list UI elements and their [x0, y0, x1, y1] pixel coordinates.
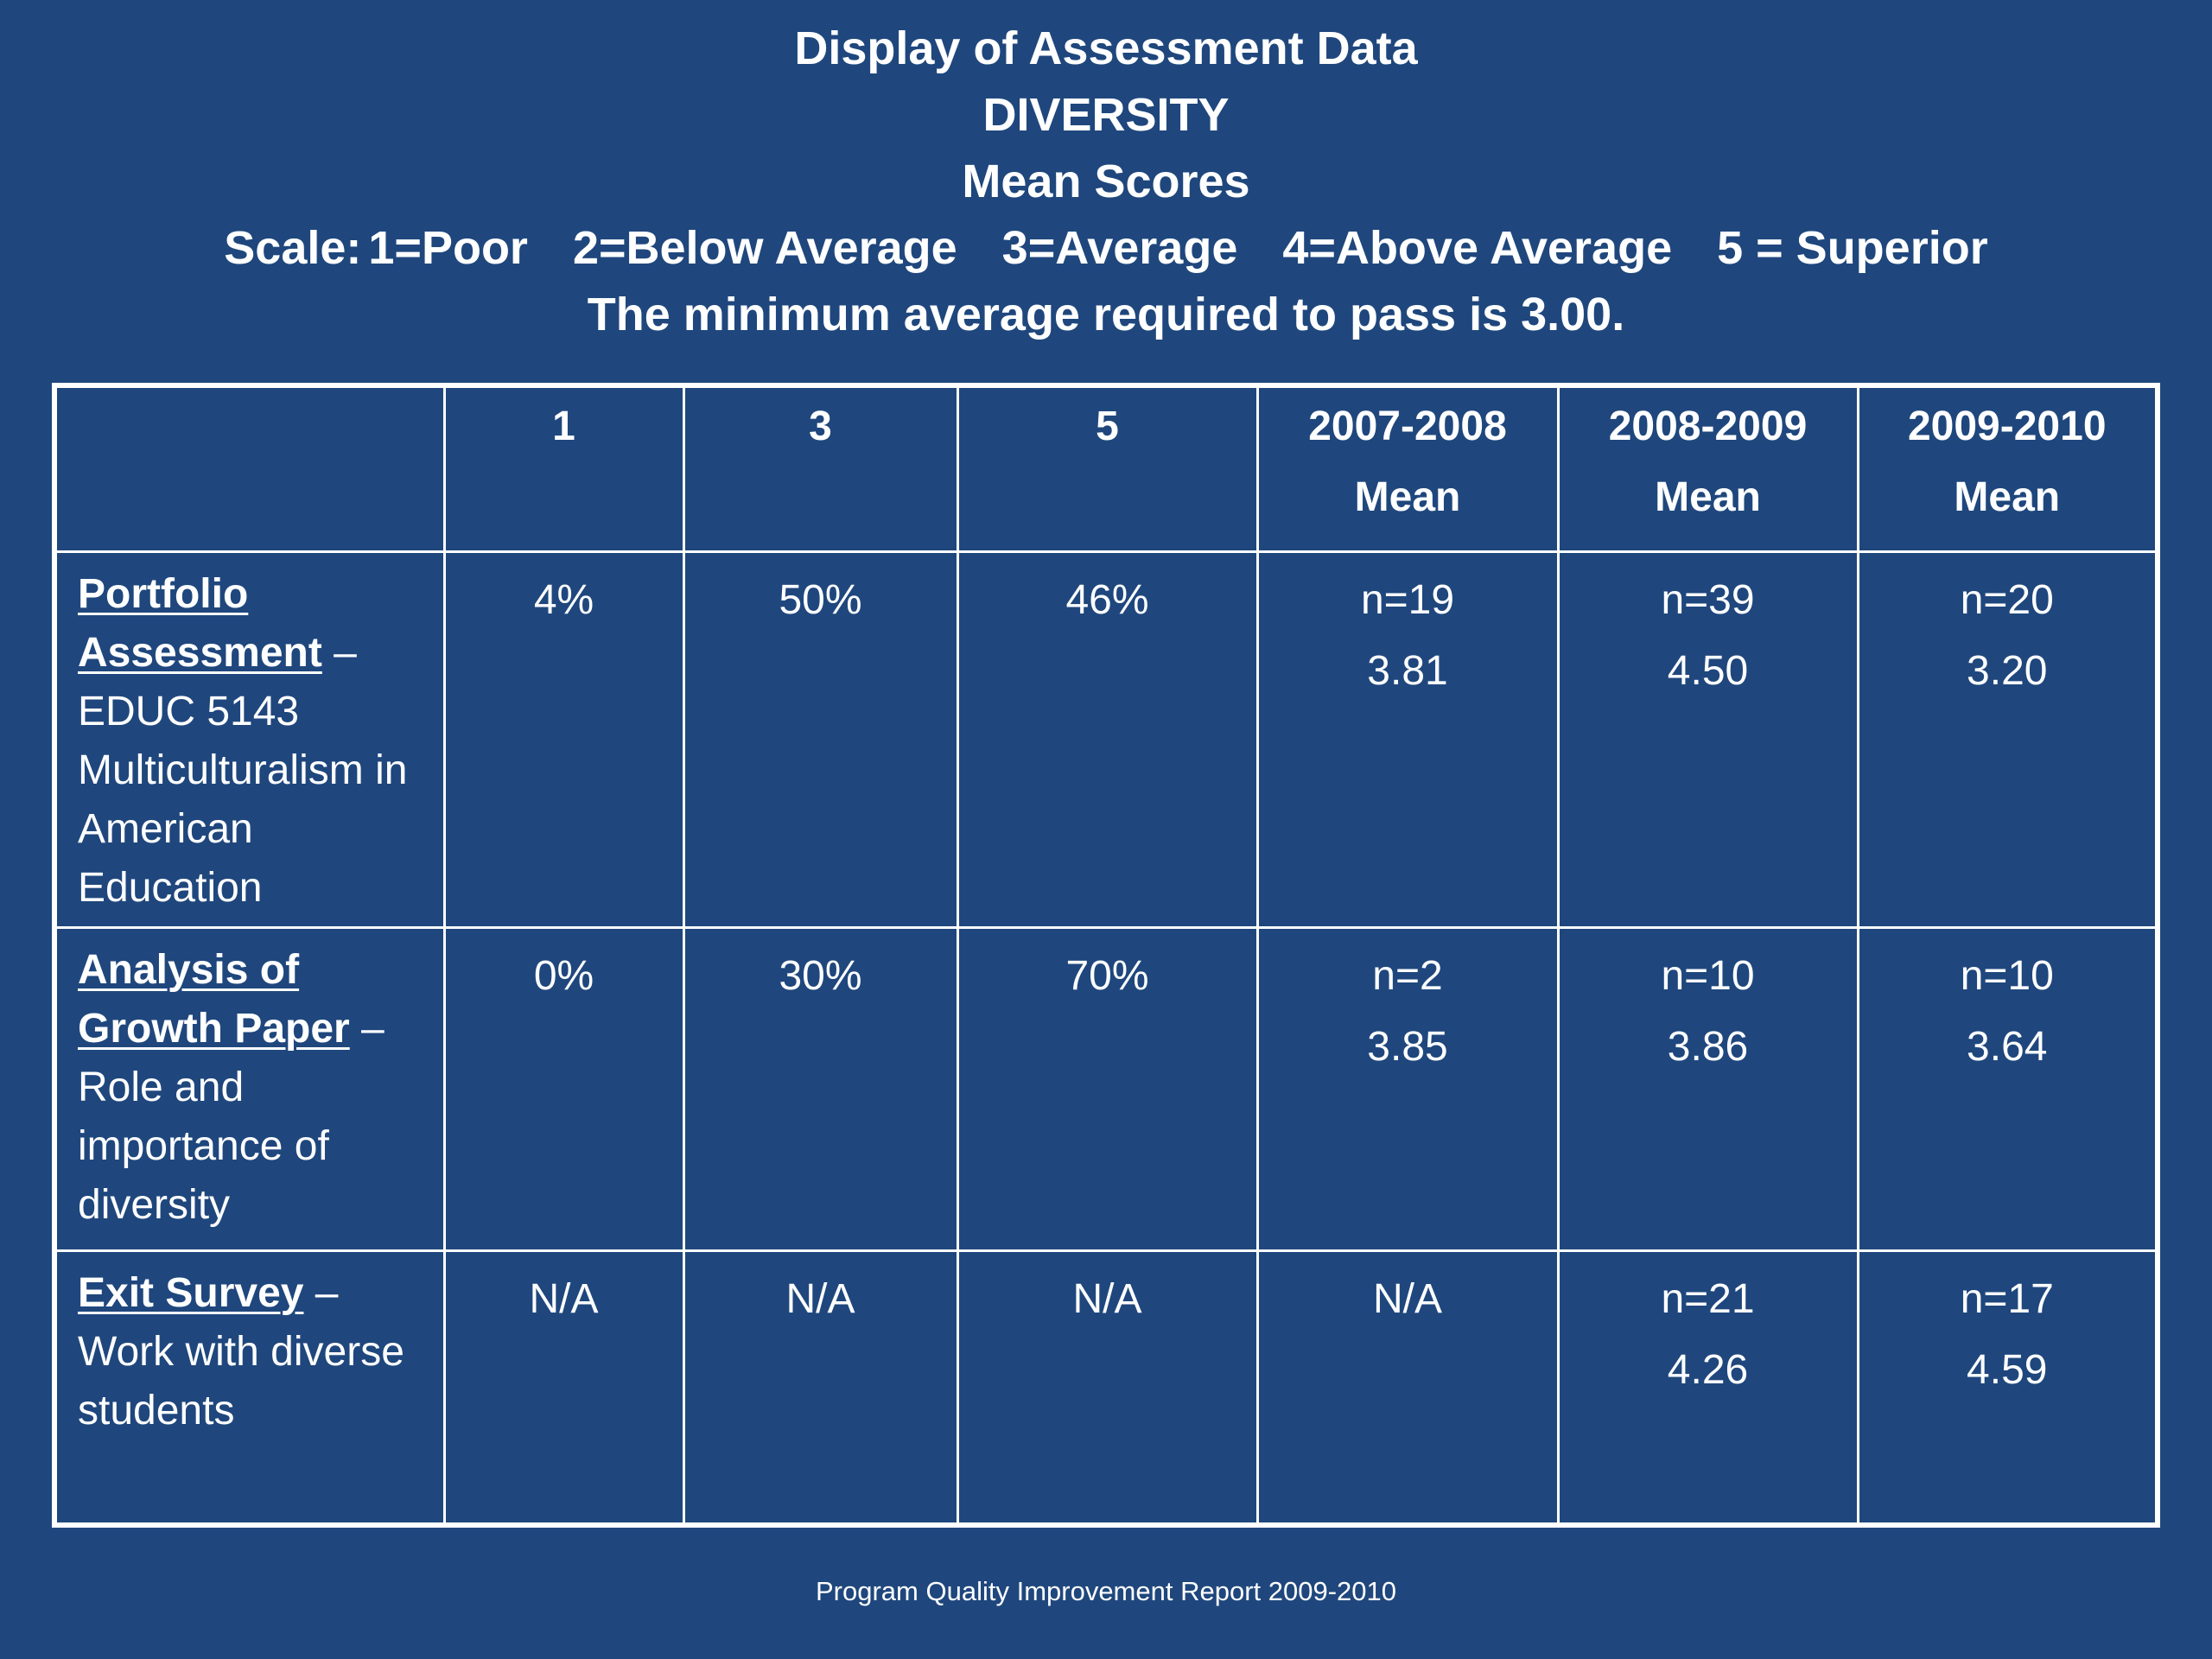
- slide-subtitle: DIVERSITY: [982, 89, 1230, 141]
- row-description: EDUC 5143 Multiculturalism in American E…: [78, 689, 408, 911]
- cell-score-1: 0%: [442, 926, 685, 1252]
- slide-subtitle-mean-scores: Mean Scores: [962, 156, 1250, 207]
- cell-score-5: N/A: [956, 1249, 1259, 1522]
- header-cell-blank: [57, 388, 446, 553]
- cell-score-3: N/A: [682, 1249, 959, 1522]
- row-dash: –: [321, 630, 357, 676]
- scale-item-4: 4=Above Average: [1282, 222, 1673, 274]
- cell-score-5: 46%: [956, 550, 1259, 929]
- cell-2008-2009: n=10 3.86: [1556, 926, 1859, 1252]
- cell-2007-2008: n=2 3.85: [1255, 926, 1560, 1252]
- row-description: Role and importance of diversity: [78, 1065, 329, 1228]
- cell-2007-2008: n=19 3.81: [1255, 550, 1560, 929]
- header-cell-2008-2009: 2008-2009 Mean: [1556, 388, 1859, 553]
- cell-score-1: N/A: [442, 1249, 685, 1522]
- header-cell-score-1: 1: [442, 388, 685, 553]
- header-cell-2007-2008: 2007-2008 Mean: [1255, 388, 1560, 553]
- cell-2007-2008: N/A: [1255, 1249, 1560, 1522]
- table-row: Analysis of Growth Paper – Role and impo…: [57, 926, 2155, 1252]
- header-cell-score-5: 5: [956, 388, 1259, 553]
- scale-item-1: 1=Poor: [368, 222, 528, 274]
- row-description: Work with diverse students: [78, 1329, 404, 1433]
- cell-score-3: 30%: [682, 926, 959, 1252]
- row-name: Portfolio Assessment: [78, 571, 322, 676]
- cell-score-1: 4%: [442, 550, 685, 929]
- scale-legend: Scale: 1=Poor 2=Below Average 3=Average 4=Ab…: [0, 215, 2212, 282]
- slide-title: Display of Assessment Data: [794, 22, 1418, 74]
- row-label-growth-paper: Analysis of Growth Paper – Role and impo…: [57, 926, 446, 1252]
- cell-2009-2010: n=10 3.64: [1856, 926, 2155, 1252]
- assessment-table-frame: 1 3 5 2007-2008 Mean 2008-2009 Mean 2009-2…: [52, 383, 2160, 1528]
- row-name: Analysis of Growth Paper: [78, 947, 350, 1052]
- header-cell-score-3: 3: [682, 388, 959, 553]
- header-cell-2009-2010: 2009-2010 Mean: [1856, 388, 2155, 553]
- cell-2008-2009: n=21 4.26: [1556, 1249, 1859, 1522]
- table-header-row: 1 3 5 2007-2008 Mean 2008-2009 Mean 2009-2…: [57, 388, 2155, 553]
- cell-2008-2009: n=39 4.50: [1556, 550, 1859, 929]
- slide-footer: Program Quality Improvement Report 2009-…: [816, 1576, 1396, 1606]
- cell-score-3: 50%: [682, 550, 959, 929]
- pass-note: The minimum average required to pass is …: [587, 289, 1625, 340]
- cell-score-5: 70%: [956, 926, 1259, 1252]
- slide-header: Display of Assessment Data DIVERSITY Mea…: [0, 16, 2212, 348]
- cell-2009-2010: n=20 3.20: [1856, 550, 2155, 929]
- row-dash: –: [349, 1006, 385, 1052]
- row-dash: –: [303, 1270, 339, 1316]
- cell-2009-2010: n=17 4.59: [1856, 1249, 2155, 1522]
- scale-prefix: Scale:: [224, 222, 362, 274]
- scale-item-5: 5 = Superior: [1717, 222, 1988, 274]
- row-label-portfolio: Portfolio Assessment – EDUC 5143 Multicu…: [57, 550, 446, 929]
- assessment-table: 1 3 5 2007-2008 Mean 2008-2009 Mean 2009-2…: [57, 388, 2155, 1522]
- row-name: Exit Survey: [78, 1270, 304, 1316]
- scale-item-3: 3=Average: [1001, 222, 1238, 274]
- scale-item-2: 2=Below Average: [572, 222, 957, 274]
- row-label-exit-survey: Exit Survey – Work with diverse students: [57, 1249, 446, 1522]
- table-row: Exit Survey – Work with diverse students…: [57, 1249, 2155, 1522]
- table-row: Portfolio Assessment – EDUC 5143 Multicu…: [57, 550, 2155, 929]
